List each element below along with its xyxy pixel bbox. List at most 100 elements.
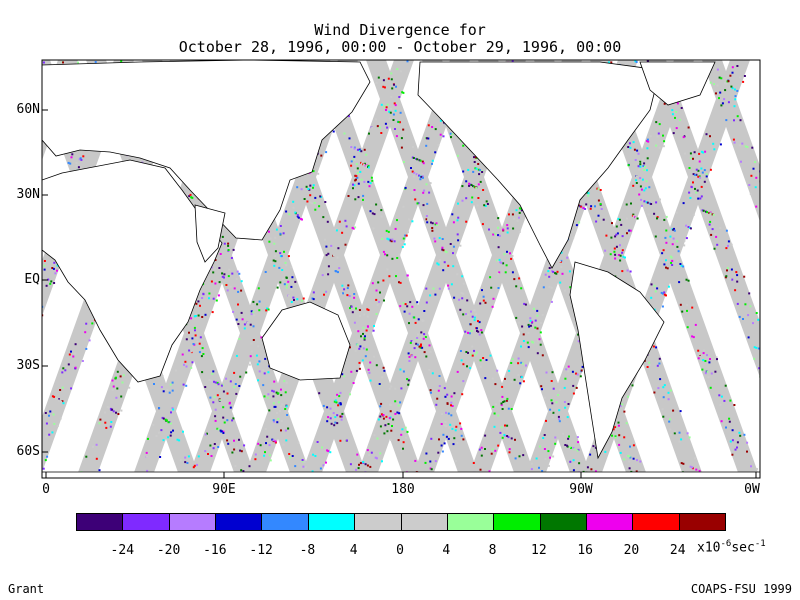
data-speckle <box>223 421 226 424</box>
data-speckle <box>466 365 468 368</box>
lon-label-0: 0 <box>42 482 50 497</box>
legend-tick-label: 20 <box>623 543 640 558</box>
data-speckle <box>709 81 712 84</box>
data-speckle <box>333 424 336 427</box>
data-speckle <box>708 223 711 226</box>
data-speckle <box>725 426 727 429</box>
data-speckle <box>497 414 500 417</box>
data-speckle <box>25 161 27 163</box>
data-speckle <box>719 227 722 229</box>
data-speckle <box>728 420 731 423</box>
data-speckle <box>672 409 675 412</box>
data-speckle <box>85 455 88 458</box>
data-speckle <box>518 455 521 458</box>
data-speckle <box>398 121 401 124</box>
data-speckle <box>255 354 258 357</box>
data-speckle <box>678 431 681 434</box>
data-speckle <box>643 200 646 203</box>
data-speckle <box>643 169 646 171</box>
data-speckle <box>731 87 734 90</box>
data-speckle <box>671 243 674 246</box>
data-speckle <box>508 369 511 372</box>
data-speckle <box>551 402 554 405</box>
data-speckle <box>386 430 389 433</box>
data-speckle <box>360 335 362 338</box>
data-speckle <box>510 362 513 364</box>
data-speckle <box>769 382 771 384</box>
data-speckle <box>171 407 174 410</box>
data-speckle <box>61 371 64 374</box>
data-speckle <box>632 457 635 460</box>
data-speckle <box>269 237 272 240</box>
data-speckle <box>392 119 395 121</box>
data-speckle <box>720 77 723 80</box>
data-speckle <box>582 207 585 210</box>
data-speckle <box>387 230 390 233</box>
data-speckle <box>655 121 658 124</box>
data-speckle <box>658 123 661 126</box>
data-speckle <box>490 248 493 251</box>
data-speckle <box>283 250 285 253</box>
data-speckle <box>283 283 286 286</box>
data-speckle <box>426 137 428 140</box>
data-speckle <box>523 324 526 326</box>
data-speckle <box>734 448 737 451</box>
data-speckle <box>401 91 404 94</box>
data-speckle <box>472 170 475 173</box>
data-speckle <box>473 316 476 319</box>
data-speckle <box>378 383 381 385</box>
data-speckle <box>490 286 493 289</box>
data-speckle <box>655 201 658 204</box>
data-speckle <box>6 379 8 381</box>
data-speckle <box>15 340 17 342</box>
data-speckle <box>429 350 432 353</box>
data-speckle <box>358 148 361 151</box>
data-speckle <box>404 426 407 429</box>
data-speckle <box>160 429 163 432</box>
data-speckle <box>794 440 796 442</box>
data-speckle <box>360 178 363 181</box>
data-speckle <box>364 463 367 466</box>
data-speckle <box>360 150 363 153</box>
data-speckle <box>626 269 629 272</box>
data-speckle <box>726 269 728 272</box>
legend-swatch-7 <box>401 514 448 530</box>
data-speckle <box>577 333 580 336</box>
data-speckle <box>506 435 509 437</box>
data-speckle <box>412 146 415 148</box>
data-speckle <box>186 462 189 464</box>
data-speckle <box>510 437 513 440</box>
data-speckle <box>380 413 383 416</box>
data-speckle <box>646 138 649 141</box>
data-speckle <box>642 165 645 167</box>
data-speckle <box>288 294 290 297</box>
data-speckle <box>387 124 390 127</box>
data-speckle <box>511 271 514 274</box>
data-speckle <box>194 334 197 337</box>
data-speckle <box>491 305 494 308</box>
data-speckle <box>402 91 405 94</box>
data-speckle <box>281 269 284 271</box>
data-speckle <box>429 294 432 297</box>
data-speckle <box>635 61 638 63</box>
data-speckle <box>615 428 618 431</box>
data-speckle <box>716 243 719 246</box>
data-speckle <box>736 89 739 92</box>
data-speckle <box>312 170 315 173</box>
data-speckle <box>437 144 440 147</box>
data-speckle <box>290 301 293 303</box>
data-speckle <box>648 361 651 364</box>
data-speckle <box>353 296 356 299</box>
data-speckle <box>85 347 88 350</box>
data-speckle <box>518 216 520 219</box>
data-speckle <box>444 250 447 253</box>
data-speckle <box>312 298 315 301</box>
data-speckle <box>356 148 359 151</box>
data-speckle <box>325 290 328 293</box>
data-speckle <box>329 407 332 410</box>
data-speckle <box>355 175 358 178</box>
data-speckle <box>369 465 372 468</box>
data-speckle <box>38 130 40 132</box>
data-speckle <box>296 214 299 217</box>
data-speckle <box>470 353 473 356</box>
